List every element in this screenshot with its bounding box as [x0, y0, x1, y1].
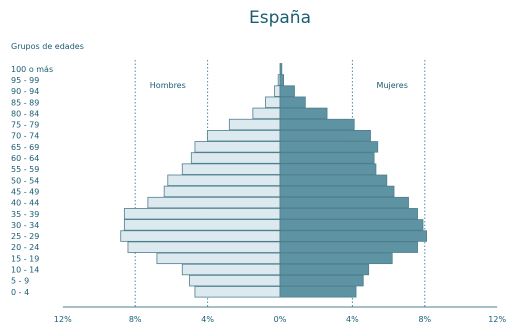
bar-mujeres: [279, 129, 371, 142]
y-tick-label: 5 - 9: [11, 277, 29, 286]
y-tick-label: 60 - 64: [11, 154, 39, 163]
x-tick-label: 12%: [54, 315, 72, 324]
bar-hombres: [228, 118, 281, 131]
bar-hombres: [189, 274, 281, 287]
x-tick-label: 8%: [418, 315, 431, 324]
bar-mujeres: [279, 219, 424, 231]
y-tick-label: 80 - 84: [11, 109, 39, 118]
bar-hombres: [265, 96, 281, 108]
bar-hombres: [252, 107, 281, 120]
bar-mujeres: [279, 85, 295, 97]
bar-mujeres: [279, 185, 395, 198]
x-tick-label: 12%: [488, 315, 506, 324]
bar-hombres: [194, 286, 281, 298]
series-label-mujeres: Mujeres: [377, 81, 408, 90]
x-tick-labels: 12% 8% 4% 0% 4% 8% 12%: [54, 315, 507, 324]
y-tick-labels: 100 o más 95 - 99 90 - 94 85 - 89 80 - 84 75 …: [11, 65, 53, 297]
bar-hombres: [156, 252, 281, 265]
bar-hombres: [127, 241, 281, 253]
bar-mujeres: [279, 241, 418, 253]
bar-mujeres: [279, 107, 328, 120]
bar-hombres: [207, 129, 281, 142]
y-tick-label: 0 - 4: [11, 288, 29, 297]
bar-hombres: [123, 219, 281, 231]
y-tick-label: 10 - 14: [11, 266, 39, 275]
bar-mujeres: [279, 274, 364, 287]
y-tick-label: 95 - 99: [11, 76, 39, 85]
bar-hombres: [120, 230, 281, 242]
bar-hombres: [274, 85, 281, 97]
y-axis-label: Grupos de edades: [11, 42, 84, 51]
bar-mujeres: [279, 163, 377, 175]
x-tick-label: 0%: [274, 315, 287, 324]
bar-hombres: [190, 152, 281, 164]
bar-hombres: [123, 208, 281, 220]
y-tick-label: 45 - 49: [11, 187, 39, 196]
bar-mujeres: [279, 141, 379, 153]
y-tick-label: 70 - 74: [11, 132, 39, 141]
y-tick-label: 30 - 34: [11, 221, 39, 230]
bar-mujeres: [279, 263, 370, 276]
x-tick-label: 4%: [201, 315, 214, 324]
bar-hombres: [147, 196, 281, 209]
chart-title: España: [249, 8, 311, 28]
bar-mujeres: [279, 152, 375, 164]
bar-hombres: [194, 141, 281, 153]
bar-mujeres: [279, 196, 409, 209]
y-tick-label: 90 - 94: [11, 87, 39, 96]
y-tick-label: 55 - 59: [11, 165, 39, 174]
bar-mujeres: [279, 63, 283, 75]
bar-mujeres: [279, 74, 285, 86]
y-tick-label: 75 - 79: [11, 121, 39, 130]
y-tick-label: 35 - 39: [11, 210, 39, 219]
bar-mujeres: [279, 252, 393, 265]
bar-hombres: [167, 174, 281, 187]
y-tick-label: 40 - 44: [11, 199, 39, 208]
bar-mujeres: [279, 96, 306, 108]
y-tick-label: 100 o más: [11, 65, 53, 74]
series-label-hombres: Hombres: [150, 81, 186, 90]
bar-hombres: [163, 185, 281, 198]
y-tick-label: 50 - 54: [11, 176, 39, 185]
y-tick-label: 85 - 89: [11, 98, 39, 107]
x-tick-label: 4%: [346, 315, 359, 324]
bar-mujeres: [279, 208, 418, 220]
bar-mujeres: [279, 118, 355, 131]
bar-mujeres: [279, 230, 428, 242]
y-tick-label: 25 - 29: [11, 232, 39, 241]
bars: [120, 63, 428, 298]
bar-mujeres: [279, 174, 388, 187]
x-tick-label: 8%: [129, 315, 142, 324]
bar-hombres: [181, 263, 281, 276]
bar-hombres: [181, 163, 281, 175]
y-tick-label: 65 - 69: [11, 143, 39, 152]
y-tick-label: 20 - 24: [11, 243, 39, 252]
y-tick-label: 15 - 19: [11, 254, 39, 263]
bar-mujeres: [279, 286, 357, 298]
